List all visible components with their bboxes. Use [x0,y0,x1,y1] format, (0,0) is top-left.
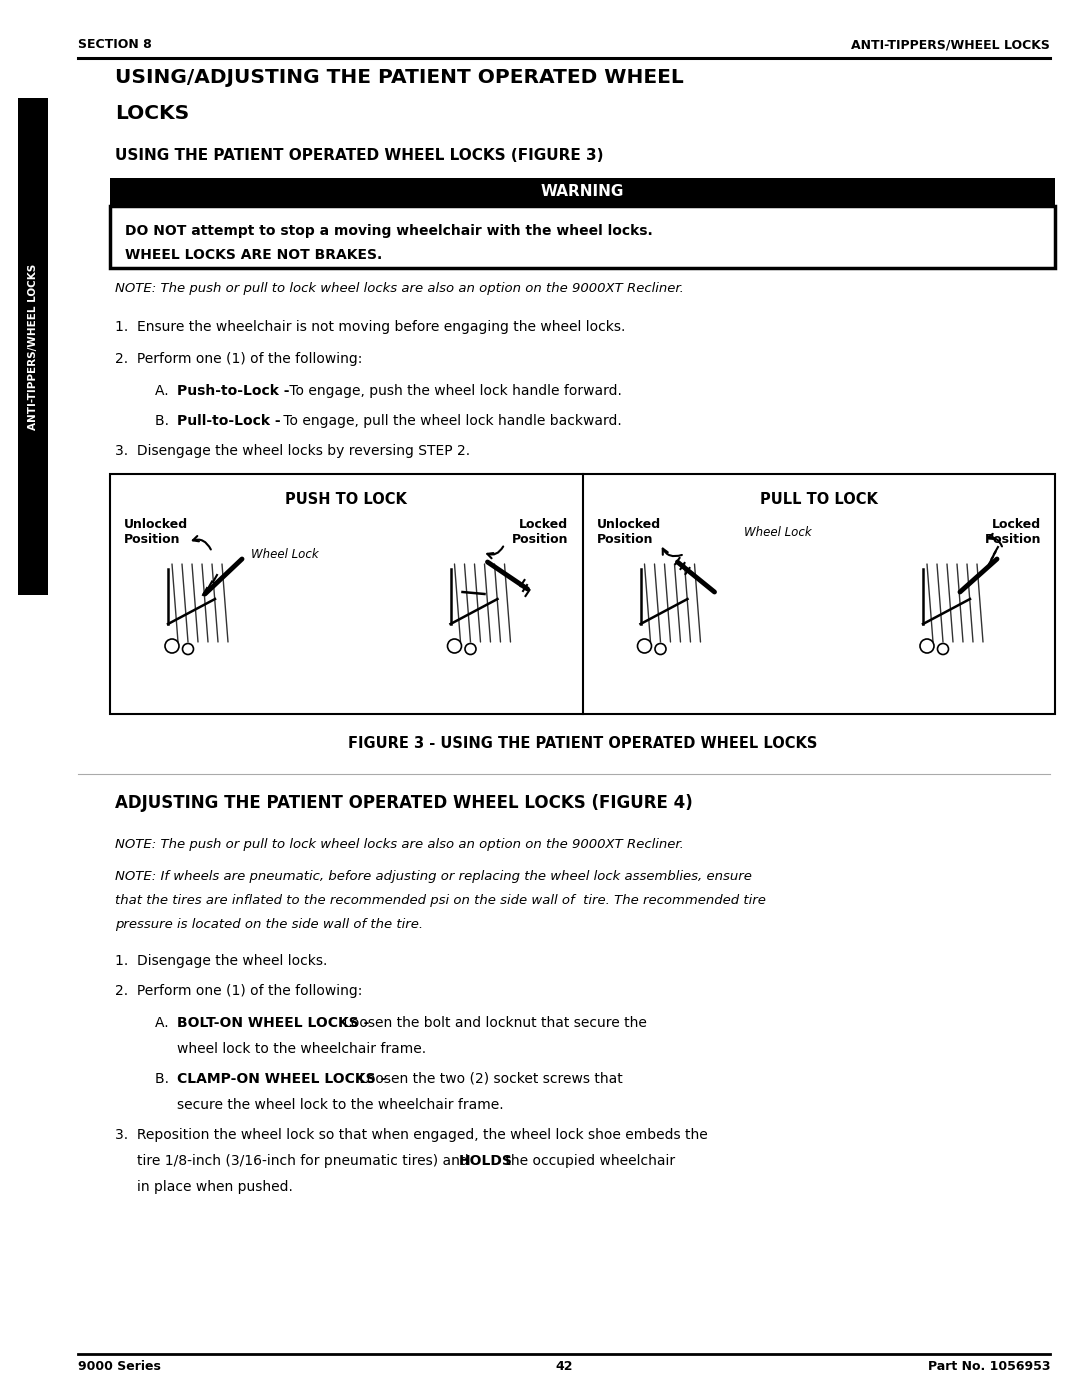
Circle shape [183,644,193,655]
Circle shape [465,644,476,655]
Text: Wheel Lock: Wheel Lock [744,527,811,539]
Text: wheel lock to the wheelchair frame.: wheel lock to the wheelchair frame. [177,1042,427,1056]
Text: DO NOT attempt to stop a moving wheelchair with the wheel locks.: DO NOT attempt to stop a moving wheelcha… [125,224,652,237]
Text: Unlocked
Position: Unlocked Position [124,518,188,546]
Circle shape [937,644,948,655]
Text: LOCKS: LOCKS [114,103,189,123]
Text: PUSH TO LOCK: PUSH TO LOCK [285,492,407,507]
Text: Part No. 1056953: Part No. 1056953 [928,1361,1050,1373]
Text: ANTI-TIPPERS/WHEEL LOCKS: ANTI-TIPPERS/WHEEL LOCKS [851,38,1050,52]
Text: NOTE: The push or pull to lock wheel locks are also an option on the 9000XT Recl: NOTE: The push or pull to lock wheel loc… [114,282,684,295]
Text: 3.  Reposition the wheel lock so that when engaged, the wheel lock shoe embeds t: 3. Reposition the wheel lock so that whe… [114,1127,707,1141]
Text: USING/ADJUSTING THE PATIENT OPERATED WHEEL: USING/ADJUSTING THE PATIENT OPERATED WHE… [114,68,684,87]
Circle shape [920,638,934,652]
Text: PULL TO LOCK: PULL TO LOCK [760,492,878,507]
Text: A.: A. [156,1016,177,1030]
Text: 2.  Perform one (1) of the following:: 2. Perform one (1) of the following: [114,983,363,997]
Text: Push-to-Lock -: Push-to-Lock - [177,384,289,398]
Text: ADJUSTING THE PATIENT OPERATED WHEEL LOCKS (FIGURE 4): ADJUSTING THE PATIENT OPERATED WHEEL LOC… [114,793,692,812]
Circle shape [447,638,461,652]
Text: that the tires are inflated to the recommended psi on the side wall of  tire. Th: that the tires are inflated to the recom… [114,894,766,907]
Text: 1.  Disengage the wheel locks.: 1. Disengage the wheel locks. [114,954,327,968]
Text: pressure is located on the side wall of the tire.: pressure is located on the side wall of … [114,918,423,930]
Text: Locked
Position: Locked Position [985,518,1041,546]
Bar [110,205,1055,268]
Text: 42: 42 [555,1361,572,1373]
Text: tire 1/8-inch (3/16-inch for pneumatic tires) and: tire 1/8-inch (3/16-inch for pneumatic t… [137,1154,473,1168]
Bar [110,177,1055,205]
Text: SECTION 8: SECTION 8 [78,38,152,52]
Text: ANTI-TIPPERS/WHEEL LOCKS: ANTI-TIPPERS/WHEEL LOCKS [28,264,38,430]
Text: 1.  Ensure the wheelchair is not moving before engaging the wheel locks.: 1. Ensure the wheelchair is not moving b… [114,320,625,334]
Text: WHEEL LOCKS ARE NOT BRAKES.: WHEEL LOCKS ARE NOT BRAKES. [125,249,382,263]
Text: WARNING: WARNING [541,184,624,200]
Text: 2.  Perform one (1) of the following:: 2. Perform one (1) of the following: [114,352,363,366]
Text: Pull-to-Lock -: Pull-to-Lock - [177,414,281,427]
Text: 3.  Disengage the wheel locks by reversing STEP 2.: 3. Disengage the wheel locks by reversin… [114,444,470,458]
Text: To engage, push the wheel lock handle forward.: To engage, push the wheel lock handle fo… [285,384,622,398]
Text: the occupied wheelchair: the occupied wheelchair [501,1154,675,1168]
Text: HOLDS: HOLDS [459,1154,513,1168]
Text: B.: B. [156,414,178,427]
Text: To engage, pull the wheel lock handle backward.: To engage, pull the wheel lock handle ba… [279,414,622,427]
Circle shape [165,638,179,652]
Text: NOTE: If wheels are pneumatic, before adjusting or replacing the wheel lock asse: NOTE: If wheels are pneumatic, before ad… [114,870,752,883]
Text: in place when pushed.: in place when pushed. [137,1180,293,1194]
Text: Unlocked
Position: Unlocked Position [596,518,661,546]
Text: BOLT-ON WHEEL LOCKS -: BOLT-ON WHEEL LOCKS - [177,1016,369,1030]
Text: FIGURE 3 - USING THE PATIENT OPERATED WHEEL LOCKS: FIGURE 3 - USING THE PATIENT OPERATED WH… [348,736,818,752]
Circle shape [654,644,666,655]
Text: Wheel Lock: Wheel Lock [252,548,319,562]
Text: CLAMP-ON WHEEL LOCKS -: CLAMP-ON WHEEL LOCKS - [177,1071,387,1085]
Bar [110,474,1055,714]
Text: Loosen the two (2) socket screws that: Loosen the two (2) socket screws that [355,1071,623,1085]
Text: NOTE: The push or pull to lock wheel locks are also an option on the 9000XT Recl: NOTE: The push or pull to lock wheel loc… [114,838,684,851]
Circle shape [637,638,651,652]
Text: B.: B. [156,1071,178,1085]
Text: secure the wheel lock to the wheelchair frame.: secure the wheel lock to the wheelchair … [177,1098,503,1112]
Text: Loosen the bolt and locknut that secure the: Loosen the bolt and locknut that secure … [339,1016,647,1030]
Text: Locked
Position: Locked Position [512,518,568,546]
Bar [18,98,48,595]
Text: 9000 Series: 9000 Series [78,1361,161,1373]
Text: USING THE PATIENT OPERATED WHEEL LOCKS (FIGURE 3): USING THE PATIENT OPERATED WHEEL LOCKS (… [114,148,604,163]
Text: A.: A. [156,384,177,398]
